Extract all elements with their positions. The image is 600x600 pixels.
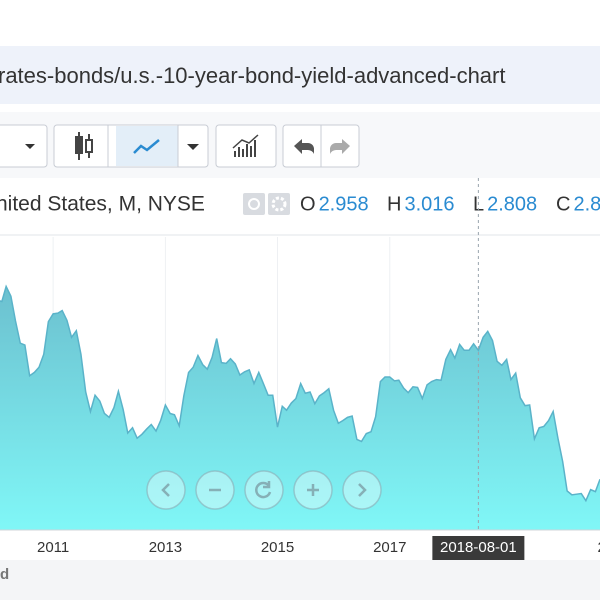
symbol-text: nited States, M, NYSE xyxy=(0,193,205,216)
scroll-right-button[interactable] xyxy=(342,470,382,510)
undo-icon[interactable] xyxy=(294,139,314,154)
x-tick-label: 2015 xyxy=(261,539,294,556)
footer-text: d xyxy=(0,566,9,583)
ohlc-label: O xyxy=(300,193,316,215)
line-icon xyxy=(133,139,160,154)
plot-area: 2011 2013 2015 2017 2021 2018-08-01 xyxy=(0,178,600,560)
line-chart-button[interactable] xyxy=(116,126,178,166)
ohlc-label: H xyxy=(387,193,401,215)
right-icon xyxy=(358,483,367,497)
gear-icon xyxy=(271,196,287,212)
url-text: rates-bonds/u.s.-10-year-bond-yield-adva… xyxy=(0,63,505,88)
x-tick-label: 2013 xyxy=(149,539,182,556)
scroll-left-button[interactable] xyxy=(146,470,186,510)
x-tick-label: 2017 xyxy=(373,539,406,556)
ohlc-readout: O 2.958 H 3.016 L 2.808 C 2.8 xyxy=(300,193,600,215)
caret-icon xyxy=(187,144,199,150)
settings-button[interactable] xyxy=(268,193,290,215)
eye-button[interactable] xyxy=(243,193,265,215)
eye-icon xyxy=(248,198,260,210)
ohlc-value: 2.808 xyxy=(487,193,537,215)
toolbar-buttons xyxy=(0,124,360,168)
area-fill xyxy=(0,286,600,530)
x-tick-label: 2011 xyxy=(37,539,69,556)
x-tick-label: 2021 xyxy=(597,539,600,556)
nav-icons xyxy=(161,481,367,499)
footer-bar xyxy=(0,560,600,600)
candle-icon xyxy=(75,132,93,160)
caret-icon xyxy=(25,144,35,149)
dropdown-button[interactable] xyxy=(0,124,48,168)
symbol-icons xyxy=(243,193,290,215)
reset-button[interactable] xyxy=(244,470,284,510)
indicator-icon xyxy=(232,134,259,157)
area-line xyxy=(0,284,600,503)
redo-icon[interactable] xyxy=(330,139,350,154)
ohlc-label: C xyxy=(556,193,570,215)
ohlc-value: 2.8 xyxy=(573,193,600,215)
url-bar[interactable] xyxy=(0,46,600,104)
ohlc-value: 3.016 xyxy=(404,193,454,215)
reset-icon xyxy=(255,481,272,499)
plus-icon xyxy=(307,484,319,496)
crosshair-label-box xyxy=(432,536,525,560)
crosshair-label: 2018-08-01 xyxy=(440,539,517,556)
ohlc-value: 2.958 xyxy=(319,193,369,215)
left-icon xyxy=(161,483,170,497)
nav-buttons xyxy=(146,470,382,510)
